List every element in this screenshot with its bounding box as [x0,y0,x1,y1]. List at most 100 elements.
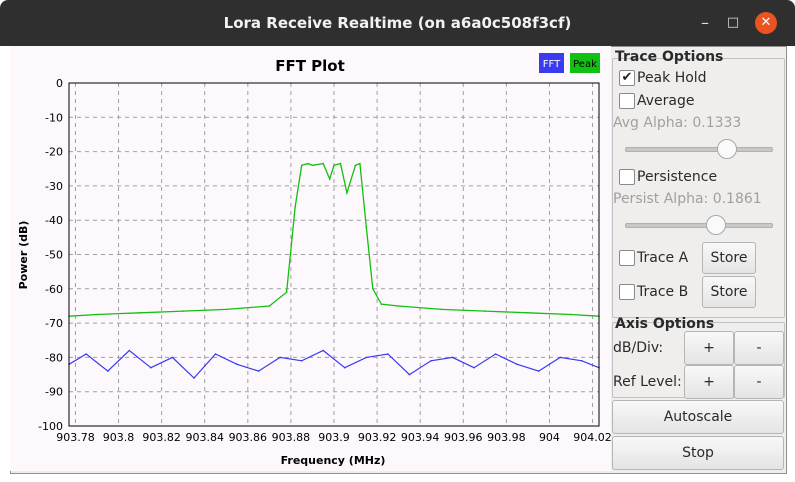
series-point-fft [257,370,260,372]
plot-background [10,46,611,471]
series-point-fft [473,366,475,369]
series-point-peak [225,308,228,311]
series-point-peak [346,192,348,194]
legend-peak-swatch [570,53,600,73]
series-point-peak [139,312,141,314]
x-tick-label: 904 [539,431,560,444]
minimize-icon[interactable]: – [701,13,709,32]
peak-hold-checkbox[interactable]: ✔ [619,70,635,86]
fft-plot-svg[interactable]: FFT Plot 903.78 903.8 903.82 903.84 903.86 90… [10,46,611,471]
x-tick-label: 903.82 [142,431,181,444]
trace-a-label[interactable]: Trace A [637,250,689,266]
trace-options-group: Trace Options ✔ Peak Hold Average Avg Al… [612,49,785,318]
series-point-peak [294,205,297,208]
ref-level-label: Ref Level: [613,374,682,390]
series-point-peak [268,305,271,307]
series-point-peak [527,312,529,314]
persistence-label[interactable]: Persistence [637,169,718,185]
series-point-fft [537,370,540,372]
series-point-fft [516,363,518,366]
y-tick-label: -70 [45,317,63,330]
series-point-peak [484,310,486,312]
x-tick-label: 903.92 [358,431,397,444]
y-tick-label: -10 [45,111,63,124]
series-point-fft [300,360,303,362]
x-tick-label: 903.96 [444,431,483,444]
x-tick-label: 903.86 [229,431,268,444]
avg-alpha-slider-handle[interactable] [717,139,737,159]
series-point-peak [380,303,383,306]
y-tick-label: -80 [45,351,63,364]
tick-labels: 903.78 903.8 903.82 903.84 903.86 903.88 903.9… [38,77,611,444]
legend-fft-label: FFT [543,59,561,70]
series-point-fft [214,353,217,355]
trace-b-label[interactable]: Trace B [637,284,689,300]
persist-alpha-slider-track[interactable] [625,223,773,228]
y-tick-label: -50 [45,249,63,262]
x-tick-label: 903.8 [103,431,135,444]
series-point-fft [387,353,389,355]
series-point-fft [344,366,346,369]
series-point-peak [300,164,303,167]
series-point-fft [559,356,561,359]
peak-hold-label[interactable]: Peak Hold [637,70,707,86]
y-tick-label: -30 [45,180,63,193]
series-point-peak [285,291,288,293]
series-point-fft [193,377,195,379]
plot-frame [68,82,600,427]
series-point-peak [333,164,335,167]
average-label[interactable]: Average [637,93,695,109]
y-tick-label: -60 [45,283,63,296]
series-point-peak [96,313,98,316]
close-icon[interactable]: ✕ [755,12,777,34]
series-line-fft [68,349,600,379]
x-tick-label: 903.88 [272,431,311,444]
x-tick-label: 904.02 [573,431,611,444]
series-point-peak [397,305,400,307]
avg-alpha-slider-track[interactable] [625,147,773,152]
trace-b-checkbox[interactable] [619,284,635,300]
series-point-fft [85,353,87,355]
series-lines [68,162,600,379]
series-point-fft [107,370,109,372]
y-axis-label: Power (dB) [17,221,30,290]
ref-level-decrease-button[interactable]: - [734,365,784,399]
legend: FFT Peak [539,53,600,73]
series-point-fft [581,360,583,362]
series-point-peak [311,164,314,167]
y-tick-label: -90 [45,386,63,399]
average-checkbox[interactable] [619,93,635,109]
persist-alpha-label: Persist Alpha: 0.1861 [613,191,762,207]
y-tick-label: 0 [56,77,63,90]
series-point-fft [236,363,238,366]
maximize-icon[interactable]: □ [726,15,740,30]
db-div-decrease-button[interactable]: - [734,331,784,365]
x-tick-label: 903.78 [56,431,95,444]
trace-a-store-button[interactable]: Store [702,242,756,274]
title-bar[interactable]: Lora Receive Realtime (on a6a0c508f3cf) … [0,0,795,46]
trace-options-title: Trace Options [615,49,724,65]
series-point-peak [440,308,443,311]
legend-peak-label: Peak [573,59,597,70]
options-panel: Trace Options ✔ Peak Hold Average Avg Al… [611,46,785,472]
series-point-peak [328,178,331,180]
series-point-fft [279,356,281,359]
autoscale-button[interactable]: Autoscale [612,400,784,434]
stop-button[interactable]: Stop [612,436,784,470]
persist-alpha-slider-handle[interactable] [706,215,726,235]
ref-level-increase-button[interactable]: + [684,365,734,399]
trace-b-store-button[interactable]: Store [702,276,756,308]
series-point-fft [150,366,152,369]
db-div-label: dB/Div: [613,340,664,356]
chart-title: FFT Plot [275,57,345,75]
trace-a-checkbox[interactable] [619,250,635,266]
db-div-increase-button[interactable]: + [684,331,734,365]
fft-plot[interactable]: FFT Plot 903.78 903.8 903.82 903.84 903.86 90… [10,46,611,471]
x-tick-label: 903.98 [487,431,526,444]
x-axis-label: Frequency (MHz) [281,454,386,467]
series-point-peak [359,162,361,165]
series-point-fft [494,353,497,355]
y-tick-label: -100 [38,420,63,433]
series-point-fft [171,356,174,359]
persistence-checkbox[interactable] [619,169,635,185]
